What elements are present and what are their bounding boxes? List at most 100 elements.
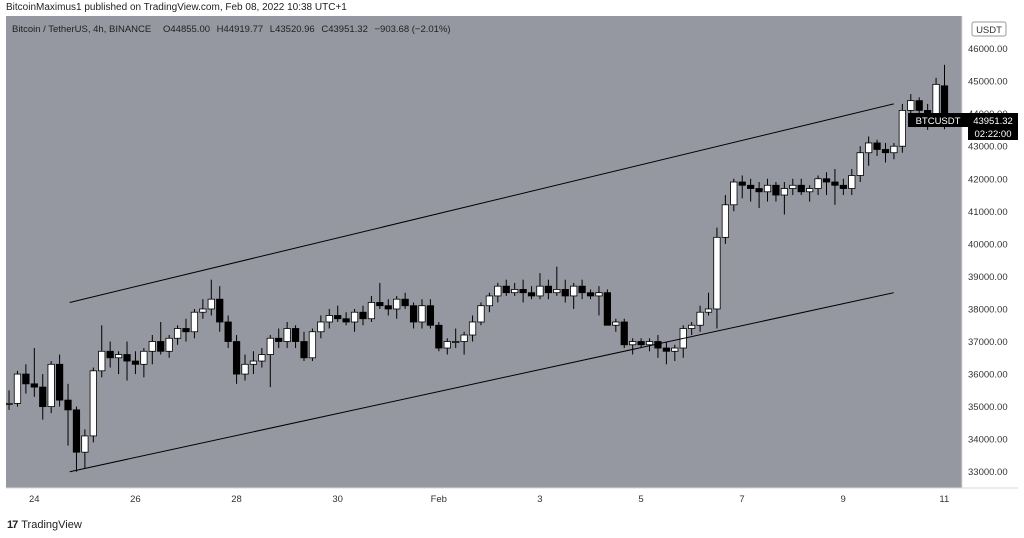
candle [755, 182, 763, 209]
candle-body [704, 308, 713, 313]
candle [822, 172, 831, 196]
tradingview-brand: TradingView [21, 519, 82, 531]
candle [5, 390, 13, 410]
time-tick-label: 7 [739, 494, 744, 505]
candle [106, 341, 114, 368]
candle [275, 328, 283, 349]
candle [30, 348, 38, 397]
candle-body [468, 321, 477, 336]
currency-badge[interactable] [971, 21, 1007, 37]
candle [325, 308, 333, 329]
candle [224, 315, 232, 349]
price-tick-label: 34000.00 [968, 435, 1008, 446]
candle-body [789, 184, 797, 189]
candle-body [738, 181, 746, 186]
time-tick-label: 24 [29, 494, 40, 505]
candle [317, 315, 325, 339]
time-axis: 24 26 28 30 Feb 3 5 7 9 11 [29, 494, 949, 505]
candle-body [747, 184, 755, 189]
candle-body [494, 285, 502, 297]
candle [730, 178, 738, 212]
legend-ohlc: O44855.00 H44919.77 L43520.96 C43951.32 … [163, 24, 451, 35]
tradingview-logo[interactable]: 17 TradingView [7, 519, 82, 531]
candle-body [612, 321, 620, 326]
candle-body [595, 292, 603, 297]
candle-body [881, 149, 890, 154]
candle-body [182, 328, 190, 333]
price-tick-label: 45000.00 [968, 77, 1008, 88]
candle [620, 318, 628, 349]
candle-body [39, 386, 47, 408]
candle-body [376, 302, 384, 307]
candle [873, 139, 881, 156]
candle [797, 178, 805, 196]
candle [283, 321, 291, 349]
candle-body [106, 350, 114, 359]
price-tick-label: 41000.00 [968, 207, 1008, 218]
candle [561, 279, 569, 303]
candle-body [907, 100, 915, 111]
candle [418, 299, 426, 329]
candle [645, 338, 654, 352]
time-tick-label: Feb [431, 494, 447, 505]
candle-body [89, 370, 97, 437]
candle-body [890, 145, 898, 154]
candle [831, 168, 839, 205]
candle [662, 341, 670, 365]
candle-body [22, 373, 30, 385]
candle [890, 142, 898, 160]
candle [738, 175, 746, 199]
candle-body [620, 321, 628, 346]
candle-body [772, 184, 780, 196]
candle-body [232, 341, 241, 375]
candle [468, 315, 477, 342]
candle-body [477, 305, 485, 323]
candle [342, 312, 350, 326]
candle [898, 103, 906, 153]
candle-body [5, 402, 13, 405]
candle-body [47, 363, 55, 408]
candle-body [216, 298, 224, 323]
candle [55, 354, 64, 407]
candles [5, 64, 949, 472]
candle-body [839, 184, 847, 189]
candle [586, 289, 595, 300]
price-chart[interactable]: 33000.00 34000.00 35000.00 36000.00 37000.00… [5, 16, 1018, 512]
candle-body [544, 285, 553, 294]
candle [232, 335, 241, 384]
candle [89, 367, 97, 443]
candle-body [578, 285, 586, 294]
candle-body [13, 373, 22, 404]
candle-body [662, 347, 670, 352]
candle-body [173, 328, 182, 339]
currency-badge-label: USDT [976, 25, 1002, 36]
candle-body [485, 295, 494, 307]
candle [704, 292, 713, 316]
candle [578, 279, 586, 300]
candle-body [140, 350, 148, 365]
candle-body [848, 175, 856, 189]
candle-body [317, 321, 325, 333]
candle [207, 279, 215, 316]
candle-body [460, 334, 468, 342]
candle [216, 286, 224, 332]
candle-body [81, 435, 89, 453]
candle-body [570, 285, 578, 297]
candle [300, 331, 308, 362]
candle [393, 295, 401, 319]
candle-body [519, 289, 527, 294]
price-tick-label: 46000.00 [968, 44, 1008, 55]
candle [39, 374, 47, 420]
candle-body [350, 311, 359, 323]
candle [629, 338, 637, 355]
price-tick-label: 38000.00 [968, 304, 1008, 315]
candle-body [831, 181, 839, 186]
candle [435, 321, 443, 352]
candle-body [72, 409, 81, 453]
chart-frame: 33000.00 34000.00 35000.00 36000.00 37000.00… [5, 16, 1018, 512]
candle [165, 335, 173, 358]
candle [384, 299, 392, 316]
candle [789, 178, 797, 196]
candle-body [713, 236, 721, 310]
candle-body [418, 305, 426, 323]
